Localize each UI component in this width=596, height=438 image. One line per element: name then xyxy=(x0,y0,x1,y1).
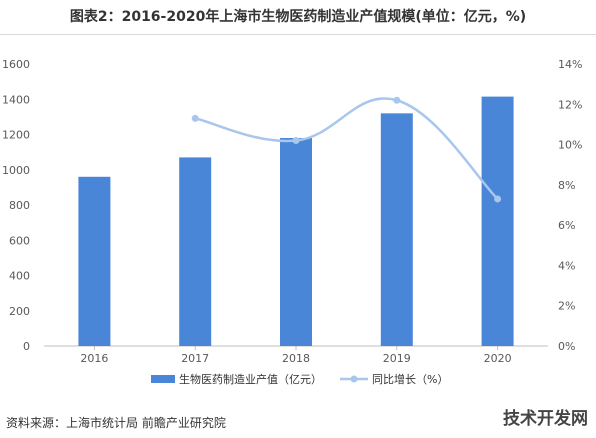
legend-line-marker xyxy=(350,375,358,383)
y-right-tick-label: 10% xyxy=(558,139,582,152)
y-left-tick-label: 1400 xyxy=(2,93,30,106)
x-tick-label: 2016 xyxy=(80,352,108,365)
y-left-tick-label: 1600 xyxy=(2,58,30,71)
legend-bar-swatch xyxy=(151,375,175,383)
brand-watermark: 技术开发网 xyxy=(503,409,588,429)
y-right-tick-label: 6% xyxy=(558,219,575,232)
y-right-tick-label: 2% xyxy=(558,300,575,313)
bar xyxy=(78,176,111,346)
x-tick-label: 2019 xyxy=(383,352,411,365)
y-right-tick-label: 8% xyxy=(558,179,575,192)
y-left-tick-label: 600 xyxy=(9,234,30,247)
y-right-tick-label: 4% xyxy=(558,259,575,272)
legend-line-label: 同比增长（%） xyxy=(372,372,448,386)
bar xyxy=(380,113,413,346)
legend-bar-label: 生物医药制造业产值（亿元） xyxy=(179,372,322,386)
x-tick-label: 2018 xyxy=(282,352,310,365)
growth-point xyxy=(494,195,502,203)
y-left-tick-label: 1000 xyxy=(2,164,30,177)
growth-point xyxy=(292,137,300,145)
y-left-tick-label: 1200 xyxy=(2,129,30,142)
growth-point xyxy=(191,114,199,122)
growth-point xyxy=(393,96,401,104)
y-left-tick-label: 0 xyxy=(23,340,30,353)
chart-title: 图表2：2016-2020年上海市生物医药制造业产值规模(单位：亿元，%) xyxy=(69,9,527,25)
bar xyxy=(481,96,514,346)
source-note: 资料来源：上海市统计局 前瞻产业研究院 xyxy=(6,416,226,430)
x-tick-label: 2017 xyxy=(181,352,209,365)
y-left-tick-label: 400 xyxy=(9,270,30,283)
bar xyxy=(179,157,212,346)
bar xyxy=(280,138,312,346)
y-right-tick-label: 0% xyxy=(558,340,575,353)
growth-line xyxy=(194,97,499,200)
y-left-tick-label: 200 xyxy=(9,305,30,318)
x-tick-label: 2020 xyxy=(484,352,512,365)
y-left-tick-label: 800 xyxy=(9,199,30,212)
title-divider xyxy=(0,34,596,35)
y-right-tick-label: 12% xyxy=(558,98,582,111)
y-right-tick-label: 14% xyxy=(558,58,582,71)
